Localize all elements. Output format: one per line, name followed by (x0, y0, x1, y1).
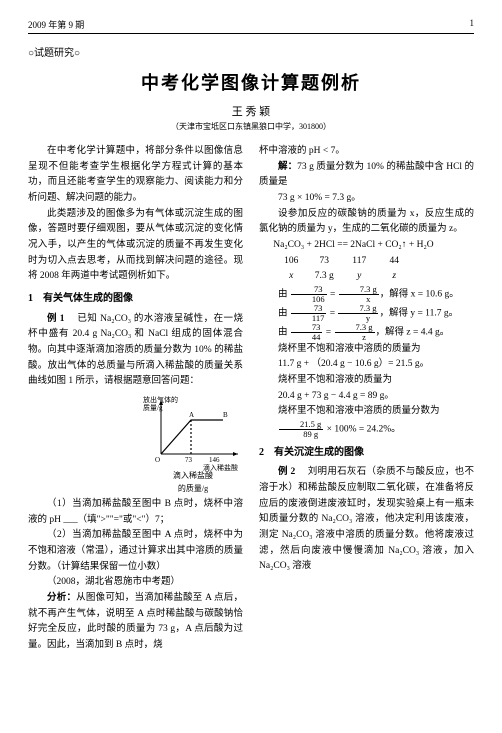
example1: 例 1 已知 Na₂CO₃ 的水溶液呈碱性，在一烧杯中盛有 20.4 g Na₂… (28, 312, 243, 390)
analysis: 分析：从图像可知，当滴加稀盐酸至 A 点后，就不再产生气体，说明至 A 点时稀盐… (28, 591, 243, 654)
right-column: 杯中溶液的 pH < 7。 解：73 g 质量分数为 10% 的稀盐酸中含 HC… (259, 144, 474, 654)
r-p1: 杯中溶液的 pH < 7。 (259, 144, 474, 160)
svg-text:O: O (155, 456, 160, 464)
analysis-label: 分析： (47, 593, 76, 603)
question-source: （2008，湖北省恩施市中考题） (28, 575, 243, 591)
example2-text: 刘明用石灰石（杂质不与酸反应，也不溶于水）和稀盐酸反应制取二氧化碳，在准备将反应… (259, 467, 474, 571)
question2: （2）当滴加稀盐酸至图中 A 点时，烧杯中为不饱和溶液（常温），通过计算求出其中… (28, 528, 243, 575)
r-p4: 烧杯里不饱和溶液中溶质的质量为 (259, 342, 474, 358)
r-eq6: 21.5 g89 g × 100% = 24.2%。 (259, 420, 474, 439)
reaction-eq: Na₂CO₃ + 2HCl == 2NaCl + CO₂↑ + H₂O (273, 238, 474, 254)
deriv2: 由 73117 = 7.3 gy，解得 y = 11.7 g。 (259, 304, 474, 323)
r-p2: 解：73 g 质量分数为 10% 的稀盐酸中含 HCl 的质量是 (259, 160, 474, 191)
r-p5: 烧杯里不饱和溶液的质量为 (259, 373, 474, 389)
example1-text: 已知 Na₂CO₃ 的水溶液呈碱性，在一烧杯中盛有 20.4 g Na₂CO₃ … (28, 314, 243, 387)
svg-text:质量/g: 质量/g (143, 403, 163, 412)
solve-label: 解： (278, 162, 297, 172)
deriv1: 由 73106 = 7.3 gx，解得 x = 10.6 g。 (259, 285, 474, 304)
example2-label: 例 2 (278, 467, 295, 477)
affiliation: （天津市宝坻区口东镇黑狼口中学，301800） (28, 121, 474, 132)
deriv3: 由 7344 = 7.3 gz，解得 z = 4.4 g。 (259, 323, 474, 342)
author: 王 秀 颖 (28, 103, 474, 119)
svg-text:73: 73 (185, 456, 193, 464)
intro-para-2: 此类题涉及的图像多为有气体或沉淀生成的图像，答题时要仔细观图，要从气体或沉淀的变… (28, 207, 243, 285)
intro-para-1: 在中考化学计算题中，将部分条件以图像信息呈现不但能考查学生根据化学方程式计算的基… (28, 144, 243, 207)
header-left: 2009 年第 9 期 (28, 18, 84, 31)
reaction-block: Na₂CO₃ + 2HCl == 2NaCl + CO₂↑ + H₂O 106 … (273, 238, 474, 285)
svg-text:146: 146 (209, 456, 220, 464)
page-header: 2009 年第 9 期 1 (28, 18, 474, 34)
header-right: 1 (470, 18, 475, 31)
section2-heading: 2 有关沉淀生成的图像 (259, 445, 474, 462)
example2: 例 2 刘明用石灰石（杂质不与酸反应，也不溶于水）和稀盐酸反应制取二氧化碳，在准… (259, 465, 474, 575)
svg-text:B: B (223, 411, 228, 419)
chart-xlabel: 滴入稀盐酸的质量/g (143, 469, 243, 495)
svg-text:A: A (189, 411, 194, 419)
svg-text:放出气体的: 放出气体的 (143, 395, 178, 404)
section1-heading: 1 有关气体生成的图像 (28, 291, 243, 308)
left-column: 在中考化学计算题中，将部分条件以图像信息呈现不但能考查学生根据化学方程式计算的基… (28, 144, 243, 654)
r-p6: 烧杯里不饱和溶液中溶质的质量分数为 (259, 404, 474, 420)
svg-text:滴入稀盐酸: 滴入稀盐酸 (203, 463, 238, 472)
question1: （1）当滴加稀盐酸至图中 B 点时，烧杯中溶液的 pH ___（填">""="或… (28, 497, 243, 528)
reaction-mass: 106 73 117 44 (273, 254, 474, 270)
r-eq1: 73 g × 10% = 7.3 g。 (259, 191, 474, 207)
article-title: 中考化学图像计算题例析 (28, 69, 474, 95)
figure1-chart: 放出气体的 质量/g A B O 73 146 滴入稀盐酸 的质量/g 滴入稀盐… (143, 392, 243, 495)
section-tag: ○试题研究○ (28, 44, 474, 59)
reaction-var: x 7.3 g y z (273, 269, 474, 285)
example1-label: 例 1 (47, 314, 65, 324)
r-eq5: 20.4 g + 73 g − 4.4 g = 89 g。 (259, 389, 474, 405)
r-p3: 设参加反应的碳酸钠的质量为 x，反应生成的氯化钠的质量为 y，生成的二氧化碳的质… (259, 207, 474, 238)
r-eq4: 11.7 g + （20.4 g − 10.6 g）= 21.5 g。 (259, 357, 474, 373)
